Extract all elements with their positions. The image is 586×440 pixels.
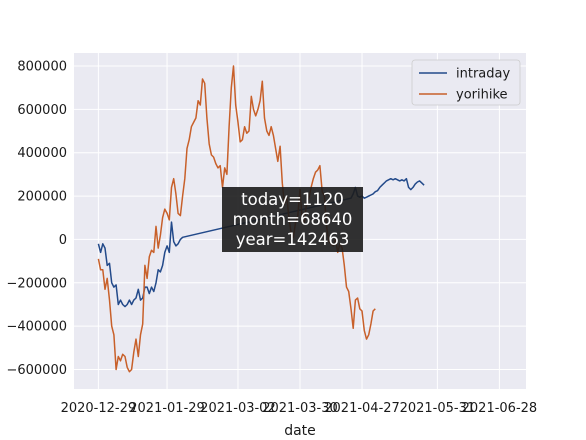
x-axis: 2020-12-292021-01-292021-03-022021-03-30… [61,401,538,416]
annotation-line-year: year=142463 [236,230,350,249]
y-tick-label: 0 [59,233,67,248]
legend: intraday yorihike [411,59,521,106]
y-tick-label: −400000 [6,320,67,335]
x-tick-label: 2021-06-28 [462,401,538,416]
x-tick-label: 2021-05-31 [400,401,476,416]
y-axis: −600000 −400000 −200000 0 200000 400000 600000… [6,60,67,378]
y-tick-label: 400000 [17,146,67,161]
x-tick-label: 2021-04-27 [324,401,400,416]
y-tick-label: −200000 [6,276,67,291]
x-tick-label: 2021-03-02 [200,401,276,416]
legend-label-yorihike: yorihike [456,88,508,103]
annotation-box [222,187,363,252]
x-tick-label: 2021-03-30 [262,401,338,416]
legend-label-intraday: intraday [456,67,510,82]
x-axis-label: date [284,423,316,439]
x-tick-label: 2020-12-29 [61,401,137,416]
y-tick-label: 200000 [17,190,67,205]
annotation-line-month: month=68640 [233,210,353,229]
y-tick-label: 800000 [17,60,67,75]
y-tick-label: −600000 [6,363,67,378]
annotation-line-today: today=1120 [241,190,344,209]
stats-annotation: today=1120 month=68640 year=142463 [222,187,363,252]
x-tick-label: 2021-01-29 [129,401,205,416]
series-line-intraday [97,177,425,308]
y-tick-label: 600000 [17,103,67,118]
